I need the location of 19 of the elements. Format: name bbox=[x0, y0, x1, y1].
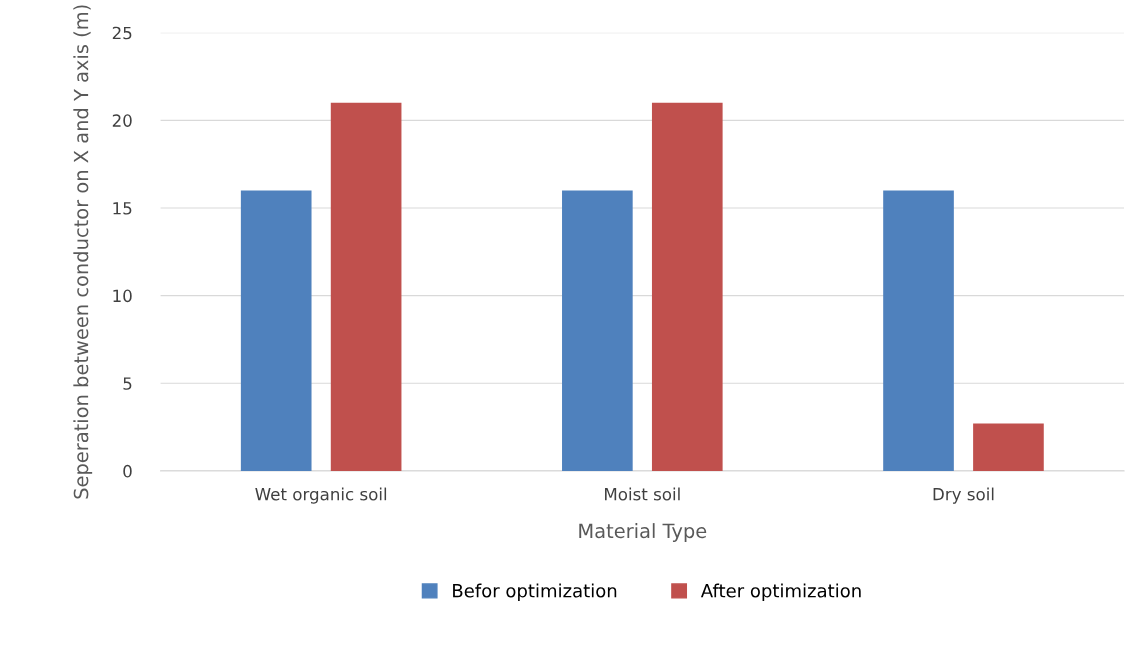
bar bbox=[973, 423, 1044, 471]
y-tick-label: 10 bbox=[113, 289, 132, 303]
x-axis-title: Material Type bbox=[579, 523, 707, 542]
bar bbox=[330, 102, 402, 471]
y-tick-label: 25 bbox=[112, 26, 132, 40]
x-tick-label: Dry soil bbox=[933, 487, 994, 504]
y-tick-label: 5 bbox=[123, 377, 132, 390]
y-axis-title: Seperation between conductor on X and Y axis (m) bbox=[73, 5, 93, 499]
legend-label: Befor optimization bbox=[453, 583, 617, 601]
x-tick-label: Moist soil bbox=[605, 487, 680, 501]
bar bbox=[651, 102, 723, 471]
bar bbox=[883, 190, 954, 471]
legend-label: After optimization bbox=[700, 583, 861, 601]
y-tick-label: 20 bbox=[112, 114, 132, 127]
x-tick-label: Wet organic soil bbox=[255, 487, 387, 504]
y-tick-label: 15 bbox=[113, 202, 132, 215]
y-tick-label: 0 bbox=[123, 464, 132, 478]
bar bbox=[562, 190, 633, 471]
bar bbox=[240, 190, 312, 471]
